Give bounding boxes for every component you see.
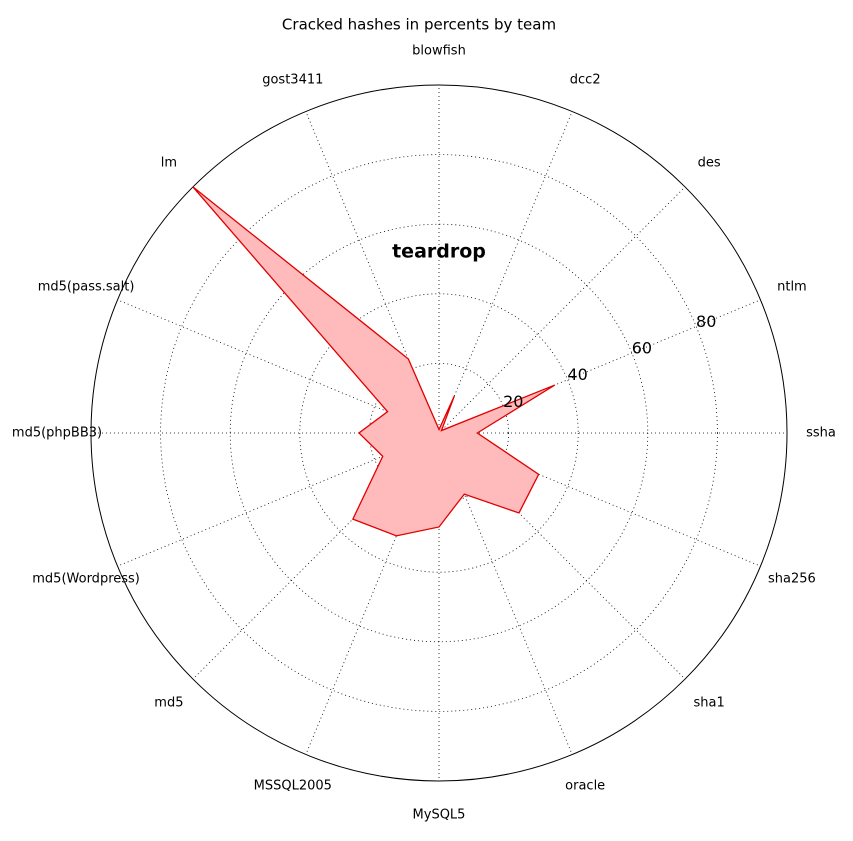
category-label: lm (161, 155, 177, 170)
category-label: MySQL5 (413, 808, 466, 823)
category-label: sha1 (693, 696, 724, 711)
grid-spoke (438, 186, 686, 434)
category-label: oracle (565, 778, 605, 793)
grid-circle (368, 362, 509, 503)
category-label: md5 (154, 696, 183, 711)
series-label: teardrop (392, 241, 486, 263)
outer-circle (90, 84, 788, 782)
r-tick-label: 20 (503, 392, 523, 411)
category-label: md5(Wordpress) (32, 572, 140, 587)
radar-area (192, 186, 556, 537)
category-label: ssha (806, 426, 836, 441)
category-label: dcc2 (570, 73, 601, 88)
r-tick-label: 80 (696, 312, 716, 331)
r-tick-label: 40 (567, 365, 587, 384)
category-label: MSSQL2005 (254, 778, 332, 793)
chart-title: Cracked hashes in percents by team (282, 16, 556, 34)
category-label: blowfish (412, 44, 466, 59)
grid-circle (160, 154, 718, 712)
category-label: md5(pass.salt) (38, 279, 135, 294)
grid-circle (299, 293, 579, 573)
category-label: gost3411 (262, 73, 323, 88)
category-label: sha256 (768, 572, 816, 587)
r-tick-label: 60 (632, 339, 652, 358)
category-label: md5(phpBB3) (12, 426, 102, 441)
category-label: des (698, 155, 721, 170)
category-label: ntlm (777, 279, 807, 294)
grid-spoke (438, 111, 573, 434)
